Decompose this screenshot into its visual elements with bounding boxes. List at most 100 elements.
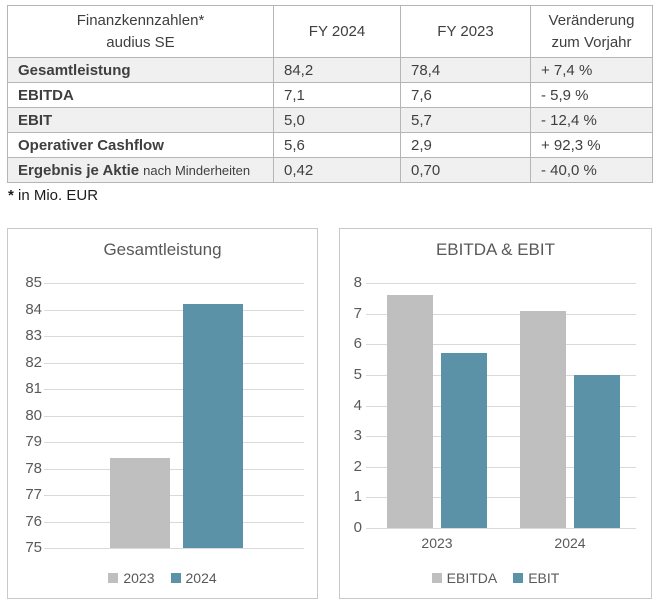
gridline bbox=[366, 528, 636, 529]
row-label-suffix: nach Minderheiten bbox=[143, 162, 251, 178]
row-label-text: Ergebnis je Aktie bbox=[18, 161, 140, 179]
value-fy2024: 7,1 bbox=[273, 82, 401, 108]
y-axis-tick-label: 80 bbox=[25, 407, 42, 424]
y-axis-tick-label: 76 bbox=[25, 513, 42, 530]
y-axis-tick-label: 1 bbox=[353, 488, 362, 505]
gridline bbox=[44, 363, 304, 364]
bar-ebitda bbox=[387, 295, 433, 528]
gridline bbox=[44, 416, 304, 417]
legend: EBITDA EBIT bbox=[340, 570, 651, 586]
legend-item-2024: 2024 bbox=[170, 570, 217, 586]
value-change: - 5,9 % bbox=[530, 82, 653, 108]
row-label: EBIT bbox=[7, 107, 274, 133]
bar-ebit bbox=[441, 353, 487, 528]
y-axis-tick-label: 79 bbox=[25, 433, 42, 450]
gridline bbox=[44, 283, 304, 284]
value-change: + 92,3 % bbox=[530, 132, 653, 158]
legend-swatch-ebitda bbox=[431, 573, 442, 583]
legend-item-ebitda: EBITDA bbox=[431, 570, 497, 586]
gridline bbox=[366, 467, 636, 468]
row-label-text: Gesamtleistung bbox=[18, 61, 131, 79]
chart-gesamtleistung: Gesamtleistung 75 76 77 78 79 80 81 82 83 84 85 2023… bbox=[7, 228, 318, 599]
header-fy2024: FY 2024 bbox=[273, 5, 401, 58]
gridline bbox=[44, 495, 304, 496]
gridline bbox=[44, 522, 304, 523]
gridline bbox=[366, 497, 636, 498]
value-fy2024: 0,42 bbox=[273, 157, 401, 183]
legend-item-ebit: EBIT bbox=[513, 570, 559, 586]
chart-ebitda-ebit: EBITDA & EBIT 0 1 2 3 4 5 6 7 8 2023 2024 EBITDA EBIT bbox=[339, 228, 652, 599]
header-change: Veränderung zum Vorjahr bbox=[530, 5, 653, 58]
legend-label: 2023 bbox=[123, 570, 155, 586]
value-change: - 40,0 % bbox=[530, 157, 653, 183]
y-axis-tick-label: 2 bbox=[353, 458, 362, 475]
legend-swatch-ebit bbox=[513, 573, 524, 583]
table-row-ebit: EBIT 5,0 5,7 - 12,4 % bbox=[7, 107, 653, 133]
legend-label: 2024 bbox=[185, 570, 217, 586]
table-row-operativer-cashflow: Operativer Cashflow 5,6 2,9 + 92,3 % bbox=[7, 132, 653, 158]
gridline bbox=[366, 344, 636, 345]
row-label-text: Operativer Cashflow bbox=[18, 136, 164, 154]
chart-title: EBITDA & EBIT bbox=[435, 240, 556, 259]
value-fy2023: 78,4 bbox=[400, 57, 531, 83]
row-label: Gesamtleistung bbox=[7, 57, 274, 83]
x-axis-category-label: 2024 bbox=[554, 535, 586, 551]
legend-label: EBIT bbox=[528, 570, 560, 586]
gridline bbox=[44, 310, 304, 311]
financial-kpi-table: Finanzkennzahlen* audius SE FY 2024 FY 2… bbox=[7, 5, 653, 183]
header-change-line2: zum Vorjahr bbox=[551, 33, 632, 51]
y-axis-tick-label: 78 bbox=[25, 460, 42, 477]
legend-swatch-2024 bbox=[170, 573, 181, 583]
legend-swatch-2023 bbox=[108, 573, 119, 583]
gridline bbox=[366, 436, 636, 437]
y-axis-tick-label: 77 bbox=[25, 486, 42, 503]
y-axis-tick-label: 81 bbox=[25, 380, 42, 397]
y-axis-tick-label: 4 bbox=[353, 397, 362, 414]
value-fy2024: 84,2 bbox=[273, 57, 401, 83]
gridline bbox=[44, 548, 304, 549]
table-row-gesamtleistung: Gesamtleistung 84,2 78,4 + 7,4 % bbox=[7, 57, 653, 83]
legend-item-2023: 2023 bbox=[108, 570, 155, 586]
header-change-line1: Veränderung bbox=[548, 11, 635, 29]
header-fy2023: FY 2023 bbox=[400, 5, 531, 58]
y-axis-tick-label: 5 bbox=[353, 366, 362, 383]
row-label: Operativer Cashflow bbox=[7, 132, 274, 158]
footnote-text: in Mio. EUR bbox=[18, 187, 99, 204]
y-axis-tick-label: 8 bbox=[353, 274, 362, 291]
gridline bbox=[366, 406, 636, 407]
row-label: Ergebnis je Aktie nach Minderheiten bbox=[7, 157, 274, 183]
gridline bbox=[366, 283, 636, 284]
gridline bbox=[366, 375, 636, 376]
x-axis-category-label: 2023 bbox=[421, 535, 453, 551]
row-label-text: EBITDA bbox=[18, 86, 74, 104]
y-axis-tick-label: 3 bbox=[353, 427, 362, 444]
header-metric: Finanzkennzahlen* audius SE bbox=[7, 5, 274, 58]
value-fy2023: 2,9 bbox=[400, 132, 531, 158]
y-axis-tick-label: 82 bbox=[25, 354, 42, 371]
value-fy2023: 7,6 bbox=[400, 82, 531, 108]
value-fy2024: 5,0 bbox=[273, 107, 401, 133]
bar-2024 bbox=[183, 304, 243, 548]
row-label: EBITDA bbox=[7, 82, 274, 108]
value-change: + 7,4 % bbox=[530, 57, 653, 83]
y-axis-tick-label: 6 bbox=[353, 335, 362, 352]
gridline bbox=[44, 336, 304, 337]
gridline bbox=[44, 469, 304, 470]
value-fy2023: 0,70 bbox=[400, 157, 531, 183]
y-axis-tick-label: 75 bbox=[25, 539, 42, 556]
value-fy2024: 5,6 bbox=[273, 132, 401, 158]
table-footnote: * in Mio. EUR bbox=[8, 187, 98, 204]
legend: 2023 2024 bbox=[8, 570, 317, 586]
y-axis-tick-label: 83 bbox=[25, 327, 42, 344]
y-axis-tick-label: 0 bbox=[353, 519, 362, 536]
header-metric-line2: audius SE bbox=[106, 33, 175, 51]
footnote-asterisk: * bbox=[8, 187, 14, 204]
chart-title: Gesamtleistung bbox=[103, 240, 222, 259]
gridline bbox=[44, 389, 304, 390]
gridline bbox=[44, 442, 304, 443]
y-axis-tick-label: 85 bbox=[25, 274, 42, 291]
header-metric-line1: Finanzkennzahlen* bbox=[76, 11, 205, 29]
bar-ebitda bbox=[520, 311, 566, 528]
bar-ebit bbox=[574, 375, 620, 528]
bar-2023 bbox=[110, 458, 170, 548]
